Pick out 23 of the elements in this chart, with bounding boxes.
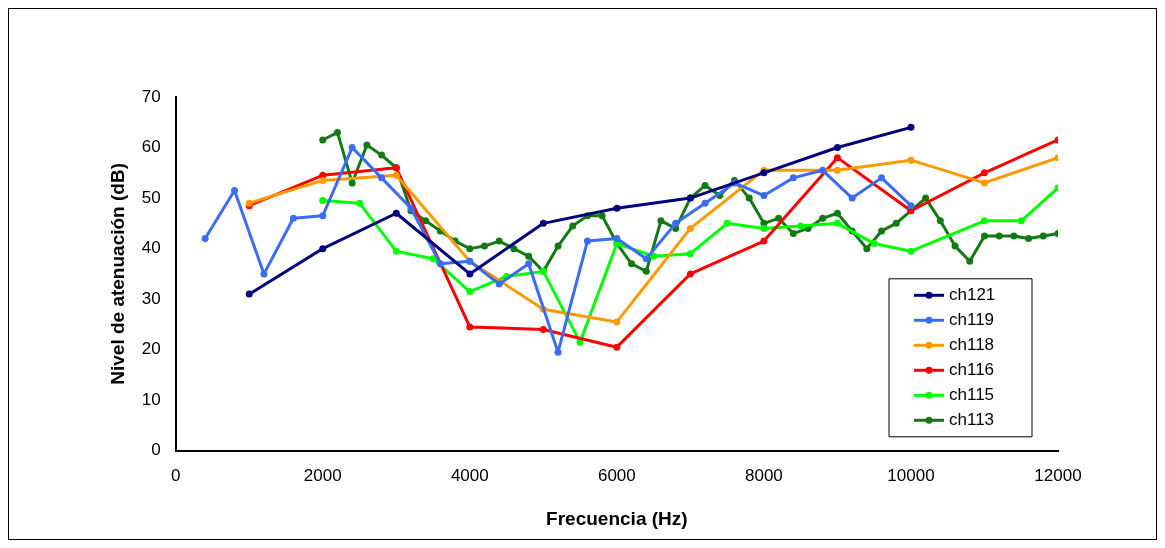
y-tick-label: 30	[141, 288, 161, 308]
y-tick-label: 60	[141, 137, 161, 157]
x-tick-label: 4000	[450, 465, 489, 485]
y-tick-label: 50	[141, 187, 161, 207]
x-tick-label: 8000	[744, 465, 783, 485]
y-tick-label: 20	[141, 339, 161, 359]
legend-label: ch113	[949, 409, 995, 429]
x-tick-label: 6000	[597, 465, 636, 485]
legend-label: ch119	[949, 309, 995, 329]
x-tick-label: 10000	[887, 465, 935, 485]
y-tick-label: 10	[141, 389, 161, 409]
legend-label: ch118	[949, 334, 995, 354]
x-tick-label: 0	[170, 465, 181, 485]
x-tick-label: 12000	[1034, 465, 1082, 485]
y-axis-title: Nivel de atenuación (dB)	[106, 163, 128, 385]
legend-label: ch121	[949, 284, 996, 304]
legend-label: ch116	[949, 359, 995, 379]
x-axis-title: Frecuencia (Hz)	[546, 507, 688, 529]
y-tick-label: 0	[151, 440, 161, 460]
x-tick-label: 2000	[303, 465, 342, 485]
y-tick-label: 70	[141, 86, 161, 106]
y-tick-label: 40	[141, 238, 161, 258]
legend-label: ch115	[949, 384, 995, 404]
